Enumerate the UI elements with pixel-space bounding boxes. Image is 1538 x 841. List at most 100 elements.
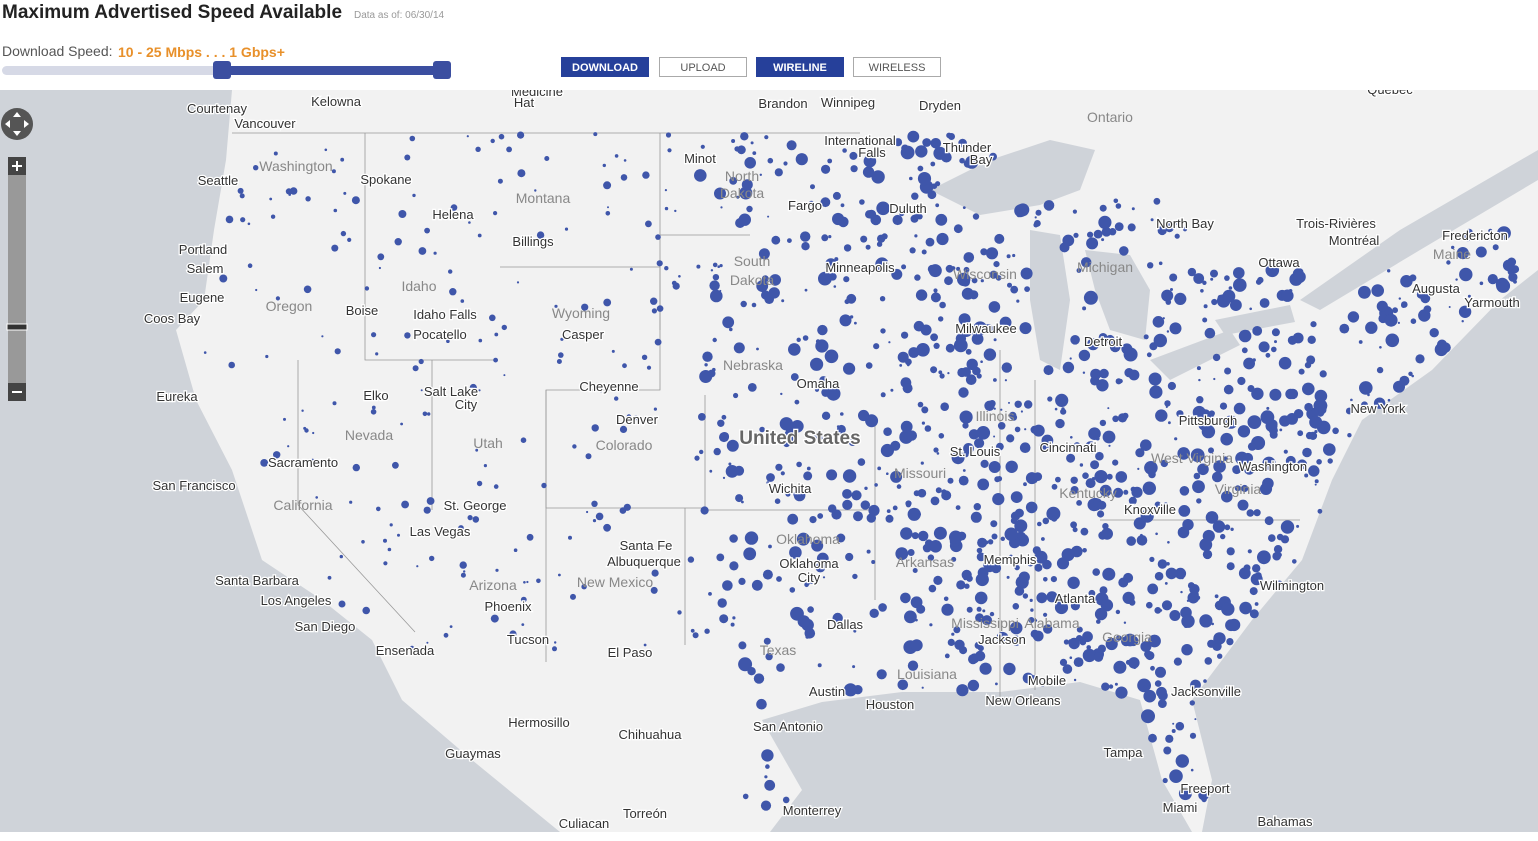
coverage-patch xyxy=(371,332,377,338)
coverage-patch xyxy=(1455,278,1458,281)
coverage-patch xyxy=(905,610,915,620)
coverage-patch xyxy=(1226,638,1234,646)
coverage-patch xyxy=(1055,418,1065,429)
coverage-patch xyxy=(970,511,982,523)
coverage-patch xyxy=(1313,468,1318,473)
coverage-patch xyxy=(1165,223,1174,233)
coverage-patch xyxy=(1194,459,1197,462)
coverage-patch xyxy=(265,354,269,359)
place-label: Monterrey xyxy=(783,803,842,818)
coverage-patch xyxy=(1101,527,1113,540)
coverage-patch xyxy=(1170,288,1173,291)
coverage-patch xyxy=(713,447,721,456)
place-label: Wyoming xyxy=(552,305,610,321)
coverage-patch xyxy=(842,469,857,483)
coverage-patch xyxy=(1006,254,1011,259)
coverage-patch xyxy=(458,525,464,531)
coverage-patch xyxy=(526,580,529,584)
coverage-patch xyxy=(1011,635,1022,646)
coverage-patch xyxy=(1173,657,1182,666)
coverage-patch xyxy=(651,308,658,314)
coverage-patch xyxy=(1207,639,1216,648)
coverage-patch xyxy=(383,561,388,566)
coverage-patch xyxy=(879,262,885,268)
coverage-patch xyxy=(599,389,603,393)
slider-handle[interactable] xyxy=(433,61,451,79)
place-label: Kelowna xyxy=(311,94,362,109)
coverage-patch xyxy=(768,287,780,299)
coverage-patch xyxy=(969,290,979,300)
coverage-patch xyxy=(914,211,921,218)
upload-button[interactable]: UPLOAD xyxy=(659,57,747,77)
slider-range xyxy=(222,66,442,75)
coverage-patch xyxy=(879,296,886,302)
coverage-patch xyxy=(629,267,633,271)
wireline-button[interactable]: WIRELINE xyxy=(756,57,844,77)
coverage-patch xyxy=(1101,227,1112,237)
coverage-patch xyxy=(303,426,307,430)
coverage-patch xyxy=(1252,564,1261,573)
wireless-button[interactable]: WIRELESS xyxy=(853,57,941,77)
coverage-patch xyxy=(719,614,729,624)
coverage-patch xyxy=(1224,275,1230,281)
coverage-patch xyxy=(1160,459,1169,468)
place-label: Colorado xyxy=(596,437,653,453)
coverage-patch xyxy=(1190,768,1194,772)
place-label: Santa Fe xyxy=(620,538,673,553)
coverage-patch xyxy=(362,606,371,615)
coverage-patch xyxy=(1126,536,1136,546)
coverage-patch xyxy=(818,271,832,286)
place-label: Oklahoma xyxy=(779,556,839,571)
coverage-patch xyxy=(1192,405,1206,419)
coverage-patch xyxy=(1153,378,1159,384)
coverage-patch xyxy=(1070,476,1078,484)
slider-handle[interactable] xyxy=(213,61,231,79)
coverage-patch xyxy=(506,146,512,153)
place-label: Albuquerque xyxy=(607,554,681,569)
coverage-patch xyxy=(672,282,680,290)
coverage-patch xyxy=(953,224,963,234)
place-label: Guaymas xyxy=(445,746,501,761)
place-label: Alabama xyxy=(1024,615,1079,631)
coverage-patch xyxy=(963,252,975,263)
coverage-patch xyxy=(709,280,720,291)
coverage-patch xyxy=(1143,334,1149,340)
coverage-patch xyxy=(936,232,949,246)
coverage-patch xyxy=(735,494,744,503)
coverage-patch xyxy=(324,148,328,152)
place-label: Houston xyxy=(866,697,914,712)
coverage-patch xyxy=(603,523,611,532)
coverage-patch xyxy=(1073,232,1079,238)
coverage-patch xyxy=(930,496,940,506)
coverage-patch xyxy=(1113,660,1127,674)
coverage-patch xyxy=(656,305,664,312)
coverage-patch xyxy=(1073,678,1077,682)
coverage-patch xyxy=(1098,215,1112,229)
coverage-patch xyxy=(962,469,966,472)
coverage-patch xyxy=(1259,298,1270,308)
coverage-patch xyxy=(1204,657,1213,665)
pan-control[interactable] xyxy=(1,108,33,140)
coverage-patch xyxy=(1033,472,1043,481)
coverage-patch xyxy=(912,568,918,573)
place-label: Hat xyxy=(514,95,535,110)
coverage-patch xyxy=(832,191,841,200)
download-button[interactable]: DOWNLOAD xyxy=(561,57,649,77)
coverage-patch xyxy=(1206,413,1214,421)
zoom-control[interactable] xyxy=(6,157,28,401)
coverage-patch xyxy=(678,275,681,278)
coverage-patch xyxy=(1020,267,1033,280)
coverage-patch xyxy=(544,156,550,161)
coverage-patch xyxy=(1004,527,1018,541)
coverage-patch xyxy=(416,565,419,568)
coverage-patch xyxy=(495,568,499,572)
coverage-patch xyxy=(1035,209,1042,216)
place-label: New York xyxy=(1351,401,1406,416)
coverage-patch xyxy=(1492,244,1499,251)
coverage-patch xyxy=(1042,517,1050,525)
place-label: Brandon xyxy=(758,96,807,111)
coverage-patch xyxy=(821,411,831,420)
coverage-patch xyxy=(880,392,886,398)
coverage-patch xyxy=(1112,459,1119,466)
